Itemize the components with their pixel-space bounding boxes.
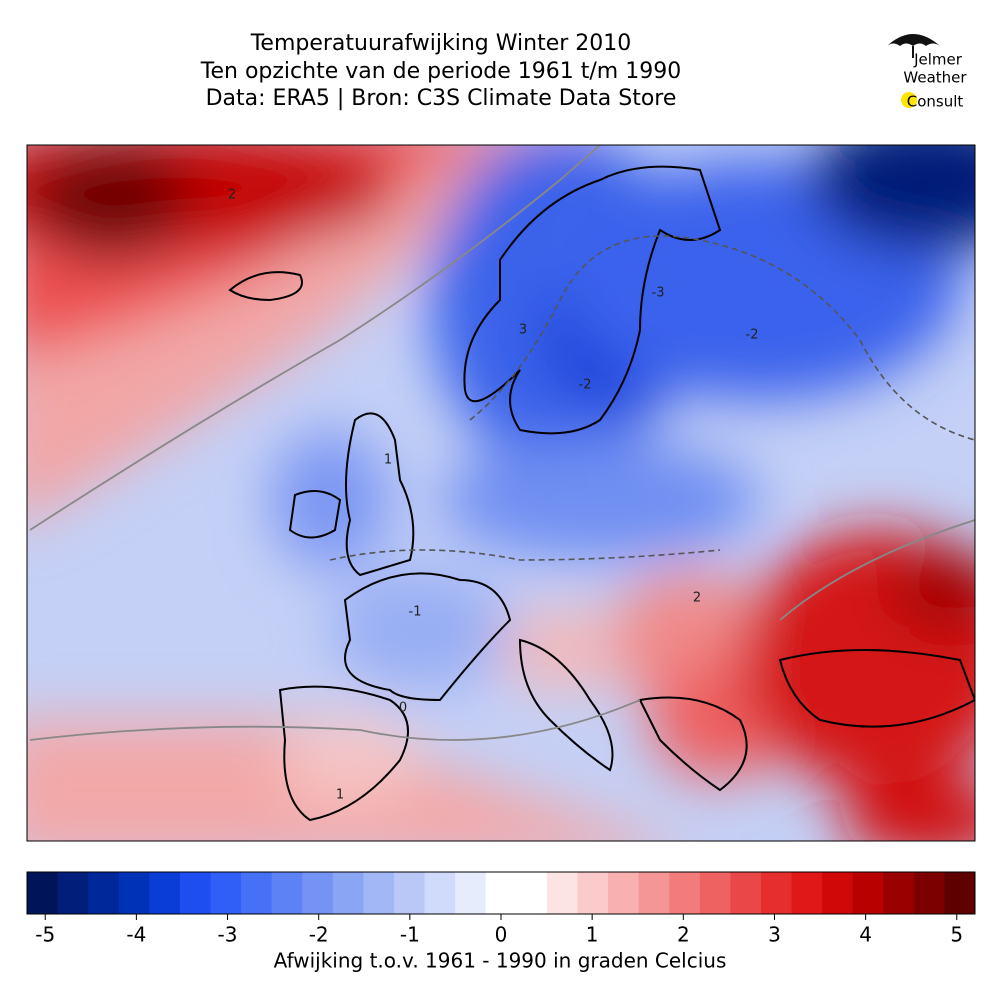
colorbar-cell (913, 872, 945, 914)
logo-text: Consult (907, 93, 964, 111)
contour-label: -1 (409, 605, 422, 620)
contour-label: -2 (579, 378, 592, 393)
colorbar-cell (27, 872, 59, 914)
contours-positive (29, 145, 975, 741)
colorbar-cell (669, 872, 701, 914)
logo: Jelmer Weather Consult (887, 34, 967, 111)
colorbar-tick-label: 5 (950, 923, 963, 947)
contour-label: 1 (384, 453, 392, 468)
colorbar-tick-label: 1 (586, 923, 599, 947)
colorbar-tick-label: -1 (400, 923, 420, 947)
colorbar-tick-label: 0 (495, 923, 508, 947)
anomaly-field (27, 145, 975, 841)
colorbar-cell (118, 872, 150, 914)
contour-label: 2 (693, 591, 701, 606)
logo-sun (901, 92, 917, 108)
colorbar-cell (883, 872, 915, 914)
colorbar-tick-label: -3 (218, 923, 238, 947)
map-frame (26, 144, 976, 842)
colorbar-cell (149, 872, 181, 914)
colorbar-cell (455, 872, 487, 914)
colorbar-label: Afwijking t.o.v. 1961 - 1990 in graden C… (274, 949, 727, 973)
contours-negative (329, 235, 975, 561)
colorbar: -5 -4 -3 -2 -1 0 1 2 3 4 5 (26, 871, 976, 947)
colorbar-cell (271, 872, 303, 914)
colorbar-cell (302, 872, 334, 914)
contour-label: 3 (519, 323, 527, 338)
colorbar-cell (791, 872, 823, 914)
logo-text: Jelmer (913, 51, 963, 69)
colorbar-cell (516, 872, 548, 914)
colorbar-cell (88, 872, 120, 914)
colorbar-cell (424, 872, 456, 914)
colorbar-cell (363, 872, 395, 914)
title-line: Ten opzichte van de periode 1961 t/m 199… (200, 59, 681, 84)
colorbar-cell (241, 872, 273, 914)
contour-labels: -3 -2 2 -1 0 1 -2 1 2 3 (228, 188, 759, 803)
contour-label: -2 (746, 328, 759, 343)
colorbar-cell (485, 872, 517, 914)
colorbar-cell (57, 872, 89, 914)
contour-label: 1 (336, 788, 344, 803)
colorbar-cell (577, 872, 609, 914)
colorbar-tick-label: -5 (35, 923, 55, 947)
map: -3 -2 2 -1 0 1 -2 1 2 3 (27, 145, 975, 841)
colorbar-tick-label: -4 (126, 923, 146, 947)
title-line: Temperatuurafwijking Winter 2010 (250, 31, 632, 56)
colorbar-cell (332, 872, 364, 914)
colorbar-cell (546, 872, 578, 914)
colorbar-cell (608, 872, 640, 914)
colorbar-cell (730, 872, 762, 914)
colorbar-cell (179, 872, 211, 914)
title-line: Data: ERA5 | Bron: C3S Climate Data Stor… (206, 86, 677, 111)
coastlines (228, 165, 975, 822)
colorbar-cell (393, 872, 426, 914)
colorbar-tick-label: -2 (309, 923, 329, 947)
colorbar-cell (210, 872, 242, 914)
colorbar-cell (760, 872, 793, 914)
logo-text: Weather (903, 69, 967, 87)
colorbar-cell (944, 872, 976, 914)
contour-label: -3 (652, 286, 665, 301)
contour-label: 2 (228, 188, 236, 203)
colorbar-cell (638, 872, 670, 914)
colorbar-tick-label: 4 (859, 923, 872, 947)
colorbar-tick-label: 2 (677, 923, 690, 947)
colorbar-tick-label: 3 (768, 923, 781, 947)
colorbar-cell (852, 872, 884, 914)
logo-umbrella (887, 34, 940, 46)
colorbar-cell (699, 872, 731, 914)
colorbar-cell (822, 872, 854, 914)
contour-label: 0 (399, 701, 407, 716)
